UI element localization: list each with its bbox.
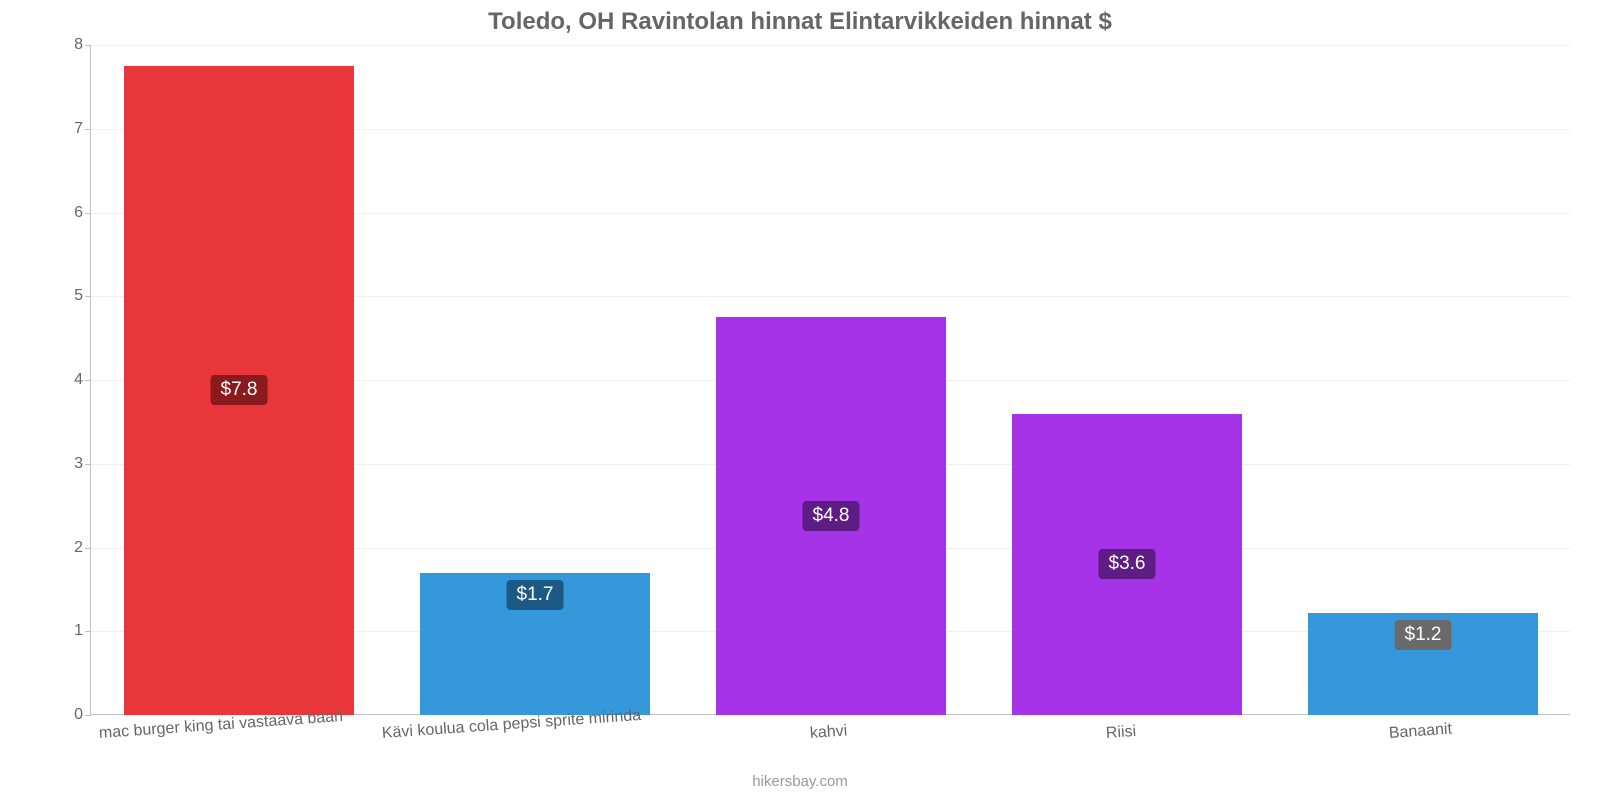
attribution-text: hikersbay.com [0,773,1600,790]
x-axis-labels: mac burger king tai vastaava baariKävi k… [90,725,1570,775]
y-tick-label: 0 [74,706,91,724]
plot-area: 012345678$7.8$1.7$4.8$3.6$1.2 [90,45,1570,715]
gridline [91,45,1570,46]
x-axis-label: kahvi [809,722,848,743]
bar-value-label: $3.6 [1099,549,1156,579]
bar-value-label: $1.7 [507,580,564,610]
y-tick-label: 4 [74,371,91,389]
y-tick-label: 1 [74,622,91,640]
bar-value-label: $1.2 [1395,620,1452,650]
chart-title: Toledo, OH Ravintolan hinnat Elintarvikk… [0,8,1600,36]
y-tick-label: 2 [74,539,91,557]
x-axis-label: Banaanit [1389,721,1453,743]
bar-value-label: $4.8 [803,501,860,531]
x-axis-label: Riisi [1105,723,1136,743]
bar-value-label: $7.8 [211,375,268,405]
chart-container: Toledo, OH Ravintolan hinnat Elintarvikk… [0,0,1600,800]
y-tick-label: 5 [74,287,91,305]
y-tick-label: 7 [74,120,91,138]
y-tick-label: 3 [74,455,91,473]
y-tick-label: 6 [74,204,91,222]
y-tick-label: 8 [74,36,91,54]
